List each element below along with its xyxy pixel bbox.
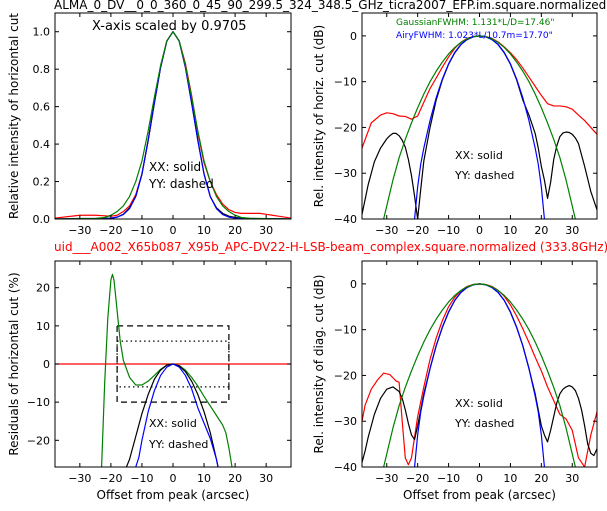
series-line-green: [383, 35, 576, 219]
series-line-red: [362, 35, 597, 149]
y-tick-label: 0.4: [33, 138, 51, 151]
y-tick-label: 0: [43, 358, 50, 371]
x-tick-label: 20: [228, 472, 242, 485]
series-line-black: [362, 35, 597, 219]
x-tick-label: −20: [406, 472, 429, 485]
panel-horizontal-residuals: −30 −20 −10 0 10 20 30 −20 −10 0 10 20 Residuals of …: [7, 260, 292, 502]
series-line-black: [362, 283, 597, 463]
series-line-red: [362, 283, 597, 467]
x-tick-label: −20: [406, 224, 429, 237]
x-tick-label: 0: [476, 472, 483, 485]
x-tick-label: −10: [437, 224, 460, 237]
x-axis-label: Offset from peak (arcsec): [97, 488, 250, 502]
x-tick-label: 30: [259, 472, 273, 485]
series-line-green: [383, 283, 576, 467]
x-tick-label: −30: [68, 472, 91, 485]
y-axis-label: Relative intensity of horizontal cut: [7, 13, 21, 219]
y-tick-label: 0.6: [33, 101, 51, 114]
x-tick-label: 10: [503, 224, 517, 237]
series-line-blue: [413, 35, 546, 219]
axes-frame: [361, 260, 598, 468]
annotation-text: AiryFWHM: 1.023*L/10.7m=17.70": [396, 31, 553, 41]
x-tick-label: 0: [170, 224, 177, 237]
plot-area-horizontal-db: [362, 35, 597, 219]
x-tick-label: 10: [197, 224, 211, 237]
x-axis-label: Offset from peak (arcsec): [403, 488, 556, 502]
x-tick-label: −20: [99, 472, 122, 485]
figure-title-middle: uid___A002_X65b087_X95b_APC-DV22-H-LSB-b…: [54, 240, 607, 254]
series-line-blue: [413, 283, 546, 467]
panel-horizontal-db: −30 −20 −10 0 10 20 30 −40 −30 −20 −10 0 Rel. intens…: [312, 12, 598, 237]
annotation-text: XX: solid: [455, 149, 503, 162]
y-tick-label: −10: [334, 76, 357, 89]
x-tick-label: 10: [197, 472, 211, 485]
x-tick-label: 20: [228, 224, 242, 237]
annotation-text: YY: dashed: [454, 417, 514, 430]
x-tick-label: −10: [437, 472, 460, 485]
y-tick-label: −10: [334, 324, 357, 337]
y-tick-label: −10: [27, 396, 50, 409]
x-tick-label: 10: [503, 472, 517, 485]
y-tick-label: −30: [334, 167, 357, 180]
annotation-text: X-axis scaled by 0.9705: [92, 19, 247, 34]
annotation-text: XX: solid: [455, 397, 503, 410]
figure-title-top: ALMA_0_DV__0_0_360_0_45_90_299.5_324_348…: [54, 0, 606, 12]
y-axis-label: Rel. intensity of diag. cut (dB): [312, 275, 326, 454]
reference-box-dashed: [116, 325, 230, 403]
annotation-text: XX: solid: [149, 417, 197, 430]
annotation-text: YY: dashed: [148, 177, 214, 191]
plot-area-diagonal-db: [362, 283, 597, 467]
annotation-text: YY: dashed: [454, 169, 514, 182]
x-tick-label: −20: [99, 224, 122, 237]
series-line-blue: [135, 363, 219, 467]
x-tick-label: −30: [375, 472, 398, 485]
series-line-green: [100, 273, 233, 467]
x-tick-label: 30: [259, 224, 273, 237]
y-tick-label: 0: [350, 278, 357, 291]
x-tick-label: 0: [170, 472, 177, 485]
x-tick-label: 0: [476, 224, 483, 237]
plot-area-horizontal-residuals: [55, 273, 291, 467]
y-tick-label: −40: [334, 461, 357, 474]
y-tick-label: 0.0: [33, 213, 51, 226]
y-tick-label: −20: [334, 121, 357, 134]
y-axis-label: Rel. intensity of horiz. cut (dB): [312, 25, 326, 207]
y-tick-label: −30: [334, 415, 357, 428]
x-tick-label: −10: [130, 224, 153, 237]
x-tick-label: 20: [534, 472, 548, 485]
y-tick-label: 1.0: [33, 26, 51, 39]
y-tick-label: 10: [36, 320, 50, 333]
x-tick-label: 30: [565, 224, 579, 237]
x-tick-label: 30: [565, 472, 579, 485]
panel-horizontal-intensity: −30 −20 −10 0 10 20 30 0.0 0.2 0.4 0.6 0.8 1.0 Relati…: [7, 12, 292, 237]
series-line-green: [55, 31, 291, 219]
annotation-text: GaussianFWHM: 1.131*L/D=17.46": [396, 18, 554, 28]
x-tick-label: −10: [130, 472, 153, 485]
x-tick-label: 20: [534, 224, 548, 237]
x-tick-label: −30: [375, 224, 398, 237]
y-tick-label: 20: [36, 282, 50, 295]
annotation-text: XX: solid: [149, 160, 201, 174]
y-axis-label: Residuals of horizontal cut (%): [7, 272, 21, 455]
y-tick-label: 0: [350, 30, 357, 43]
y-tick-label: 0.2: [33, 176, 51, 189]
y-tick-label: 0.8: [33, 63, 51, 76]
axes-frame: [361, 12, 598, 220]
panel-diagonal-db: −30 −20 −10 0 10 20 30 −40 −30 −20 −10 0 Rel. intens…: [312, 260, 598, 502]
y-tick-label: −20: [27, 434, 50, 447]
x-tick-label: −30: [68, 224, 91, 237]
annotation-text: YY: dashed: [148, 438, 208, 451]
y-tick-label: −20: [334, 369, 357, 382]
plot-area-horizontal-intensity: [55, 31, 291, 219]
y-tick-label: −40: [334, 213, 357, 226]
